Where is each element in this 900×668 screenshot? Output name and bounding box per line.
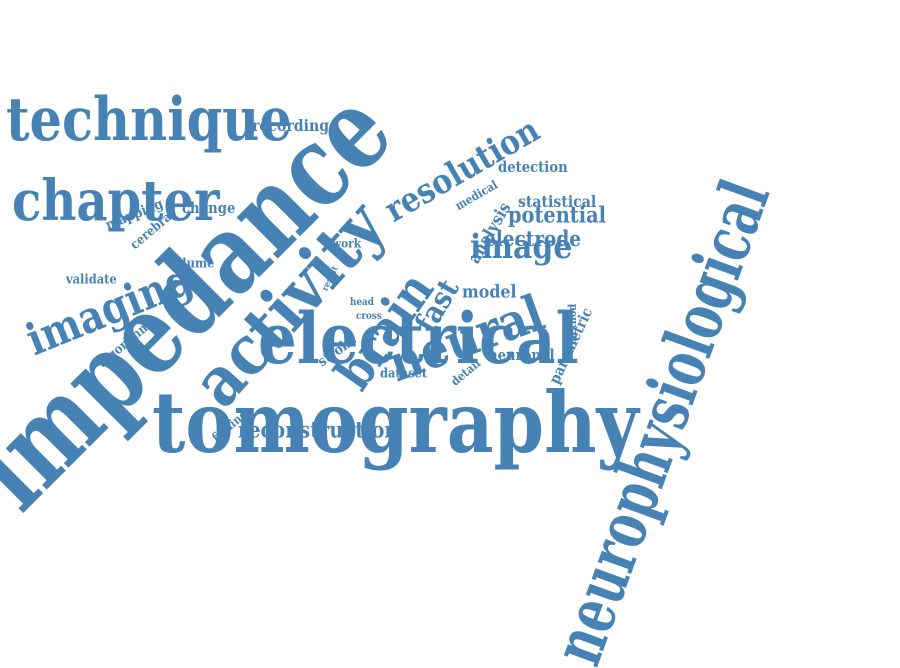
word-reconstruction: reconstruction xyxy=(238,417,399,444)
word-electrode: electrode xyxy=(484,226,582,252)
word-tomography: tomography xyxy=(152,372,639,472)
word-technique: technique xyxy=(6,85,292,155)
word-method: method xyxy=(566,303,580,345)
word-recording: recording xyxy=(252,116,330,136)
word-image: image xyxy=(470,226,573,267)
word-volume: volume xyxy=(168,256,215,272)
word-neuronal: neuronal xyxy=(488,346,555,364)
word-dataset: dataset xyxy=(380,366,428,382)
word-detection: detection xyxy=(498,158,568,176)
word-work: work xyxy=(332,236,362,251)
word-model: model xyxy=(462,281,517,303)
word-cross: cross xyxy=(356,311,382,322)
word-chapter: chapter xyxy=(12,168,220,235)
word-validate: validate xyxy=(66,272,117,288)
word-statistical: statistical xyxy=(518,192,597,212)
word-electrical: electrical xyxy=(258,297,579,380)
word-head: head xyxy=(350,297,374,308)
word-change: change xyxy=(182,199,236,217)
word-potential: potential xyxy=(508,202,606,229)
